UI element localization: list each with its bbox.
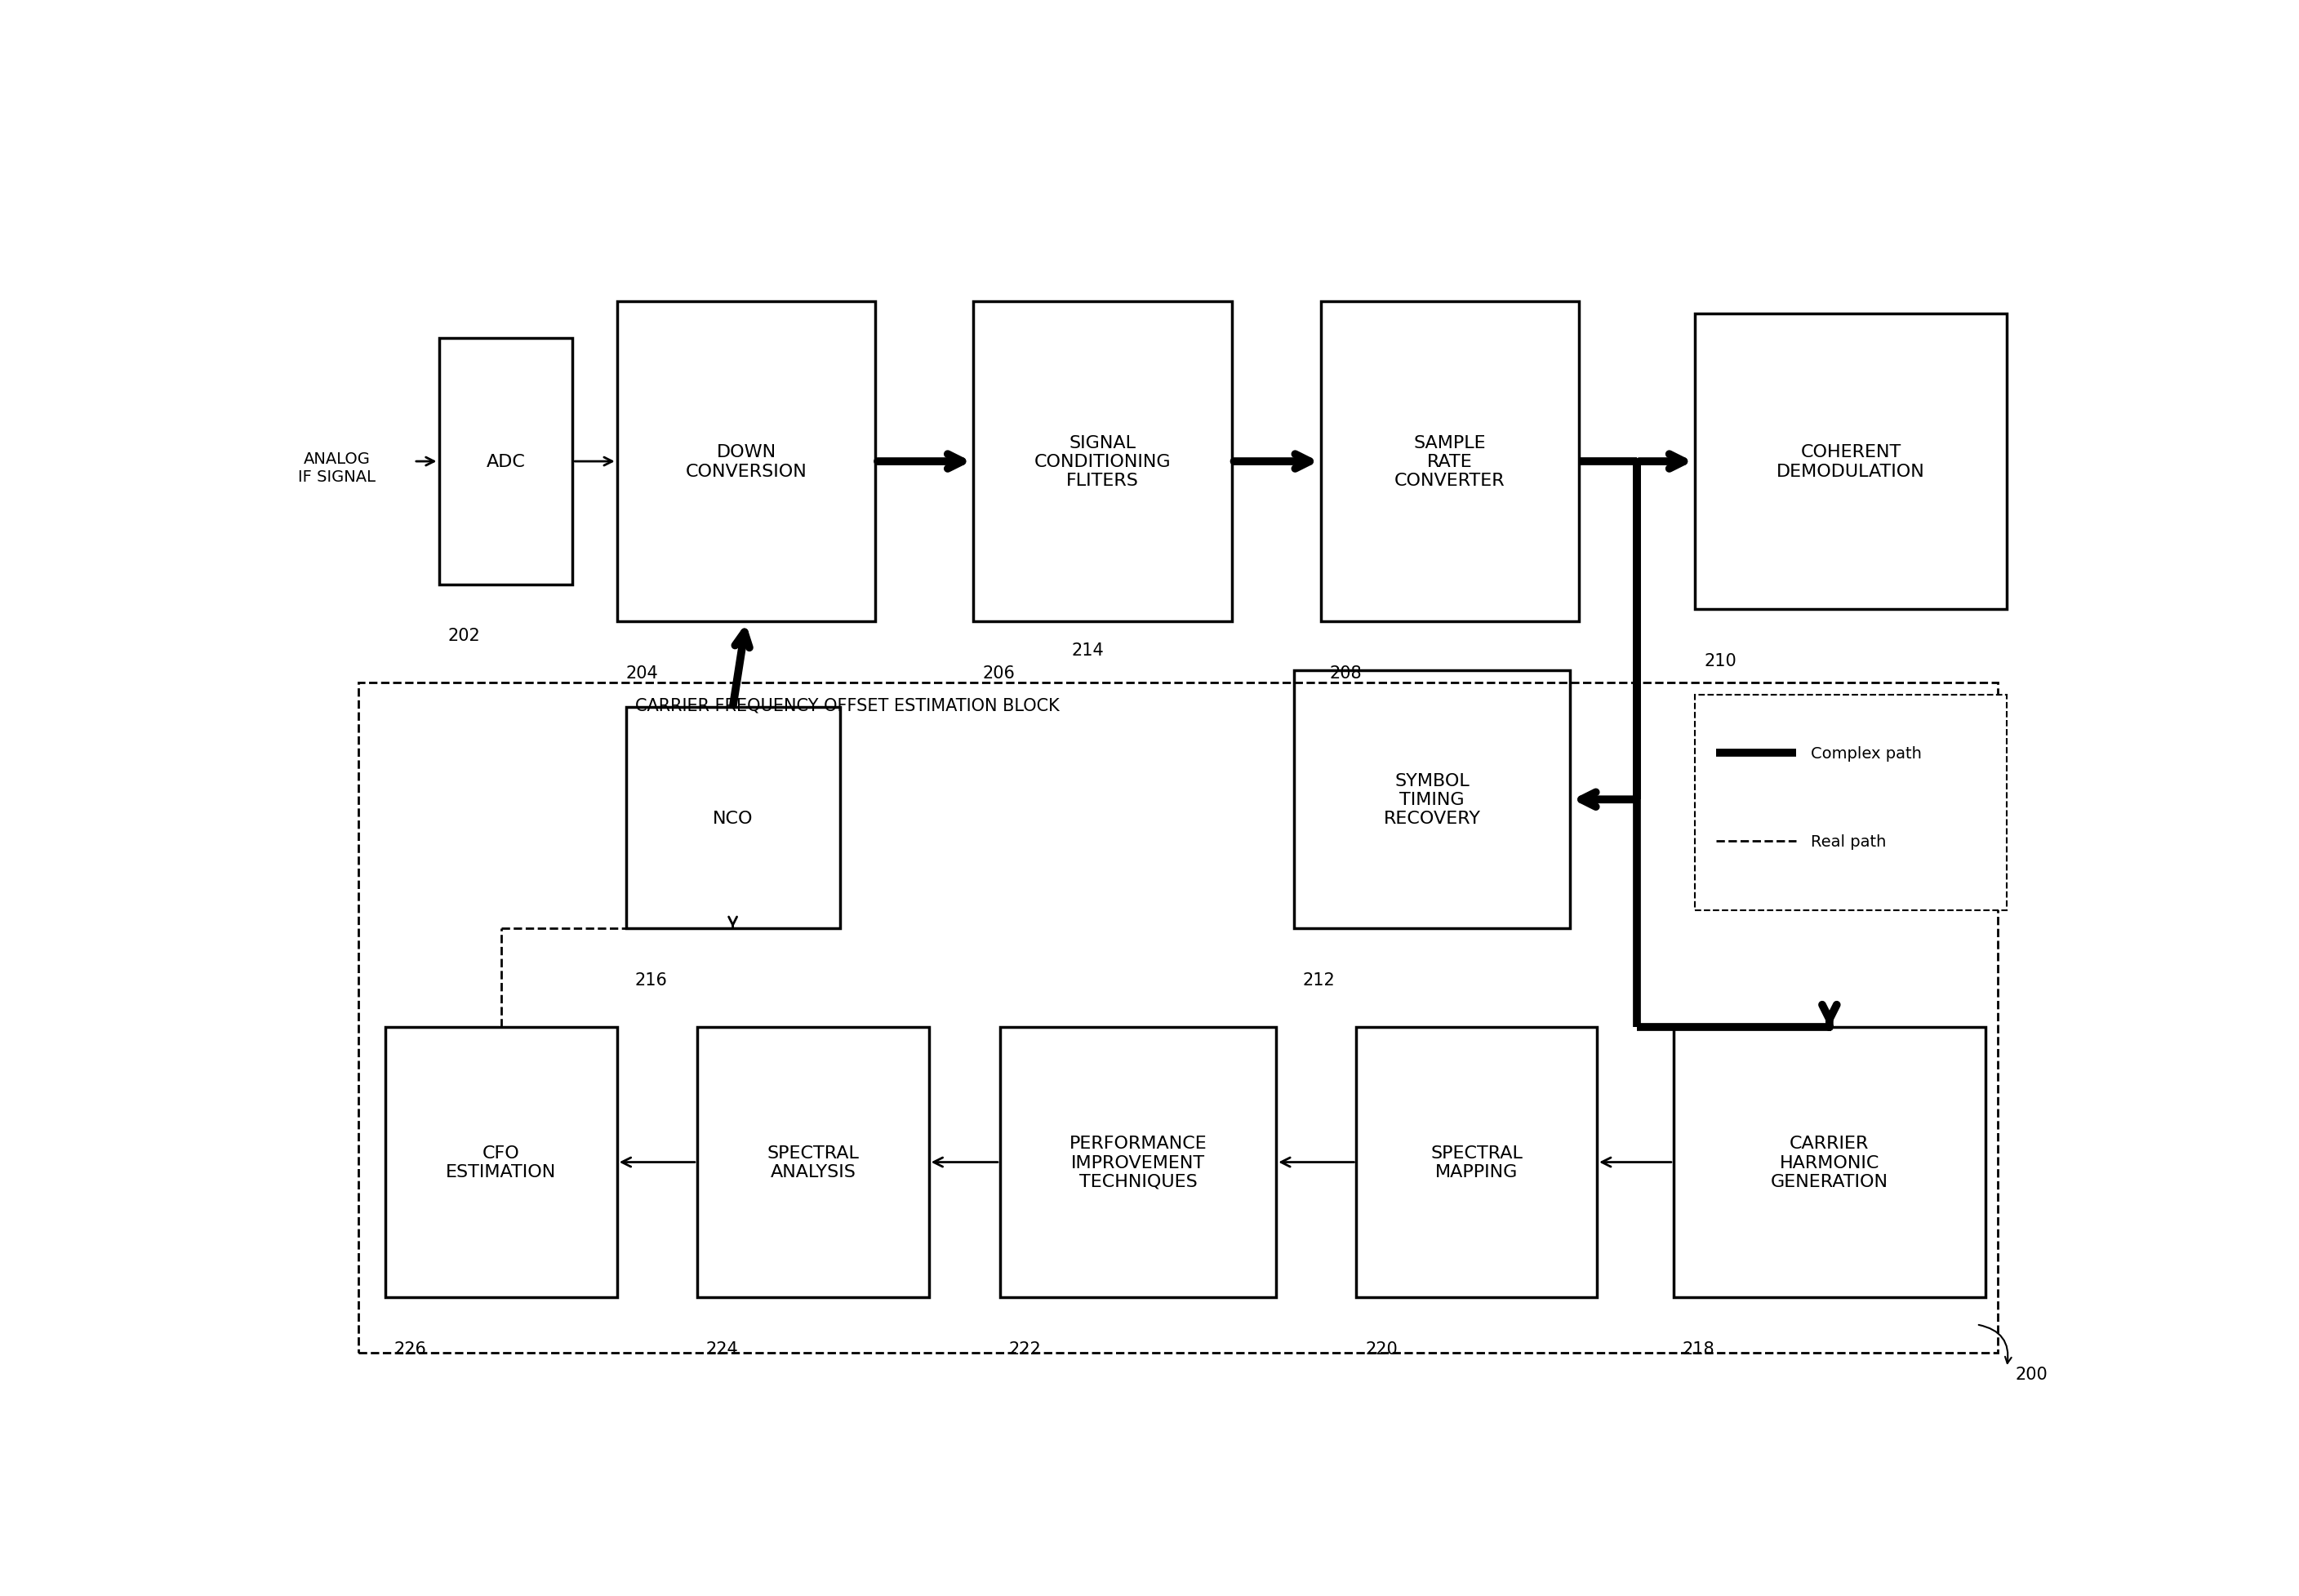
Text: SAMPLE
RATE
CONVERTER: SAMPLE RATE CONVERTER (1395, 434, 1506, 488)
Text: SYMBOL
TIMING
RECOVERY: SYMBOL TIMING RECOVERY (1384, 772, 1481, 827)
Text: NCO: NCO (713, 811, 754, 827)
FancyBboxPatch shape (1294, 670, 1570, 929)
FancyBboxPatch shape (1000, 1028, 1276, 1298)
Text: PERFORMANCE
IMPROVEMENT
TECHNIQUES: PERFORMANCE IMPROVEMENT TECHNIQUES (1069, 1135, 1207, 1189)
Text: 214: 214 (1071, 642, 1104, 659)
FancyBboxPatch shape (972, 302, 1232, 621)
FancyBboxPatch shape (625, 707, 839, 929)
FancyBboxPatch shape (616, 302, 876, 621)
Text: Real path: Real path (1812, 833, 1885, 849)
Text: CARRIER
HARMONIC
GENERATION: CARRIER HARMONIC GENERATION (1770, 1135, 1887, 1189)
Text: 204: 204 (625, 664, 658, 681)
Text: ADC: ADC (485, 453, 524, 471)
FancyBboxPatch shape (386, 1028, 616, 1298)
FancyBboxPatch shape (1694, 314, 2007, 610)
FancyBboxPatch shape (1674, 1028, 1986, 1298)
Text: 208: 208 (1329, 664, 1361, 681)
Text: 224: 224 (706, 1341, 738, 1357)
Text: 210: 210 (1704, 653, 1736, 669)
FancyBboxPatch shape (1320, 302, 1579, 621)
Text: COHERENT
DEMODULATION: COHERENT DEMODULATION (1777, 444, 1924, 479)
Text: 212: 212 (1304, 972, 1336, 988)
Text: 226: 226 (395, 1341, 428, 1357)
Text: SIGNAL
CONDITIONING
FLITERS: SIGNAL CONDITIONING FLITERS (1035, 434, 1170, 488)
FancyBboxPatch shape (439, 338, 572, 584)
Text: 202: 202 (448, 627, 480, 645)
FancyBboxPatch shape (1356, 1028, 1598, 1298)
Text: 216: 216 (635, 972, 667, 988)
Text: 222: 222 (1009, 1341, 1041, 1357)
Text: 220: 220 (1366, 1341, 1398, 1357)
Text: CARRIER FREQUENCY OFFSET ESTIMATION BLOCK: CARRIER FREQUENCY OFFSET ESTIMATION BLOC… (635, 697, 1060, 713)
Text: CFO
ESTIMATION: CFO ESTIMATION (446, 1144, 556, 1179)
Text: 206: 206 (982, 664, 1014, 681)
Text: ANALOG
IF SIGNAL: ANALOG IF SIGNAL (299, 452, 375, 485)
Text: SPECTRAL
MAPPING: SPECTRAL MAPPING (1430, 1144, 1522, 1179)
Text: DOWN
CONVERSION: DOWN CONVERSION (685, 444, 807, 479)
Text: 200: 200 (2016, 1366, 2048, 1382)
Text: Complex path: Complex path (1812, 745, 1922, 761)
FancyBboxPatch shape (697, 1028, 929, 1298)
FancyBboxPatch shape (1694, 696, 2007, 910)
Text: 218: 218 (1683, 1341, 1715, 1357)
Text: SPECTRAL
ANALYSIS: SPECTRAL ANALYSIS (768, 1144, 860, 1179)
